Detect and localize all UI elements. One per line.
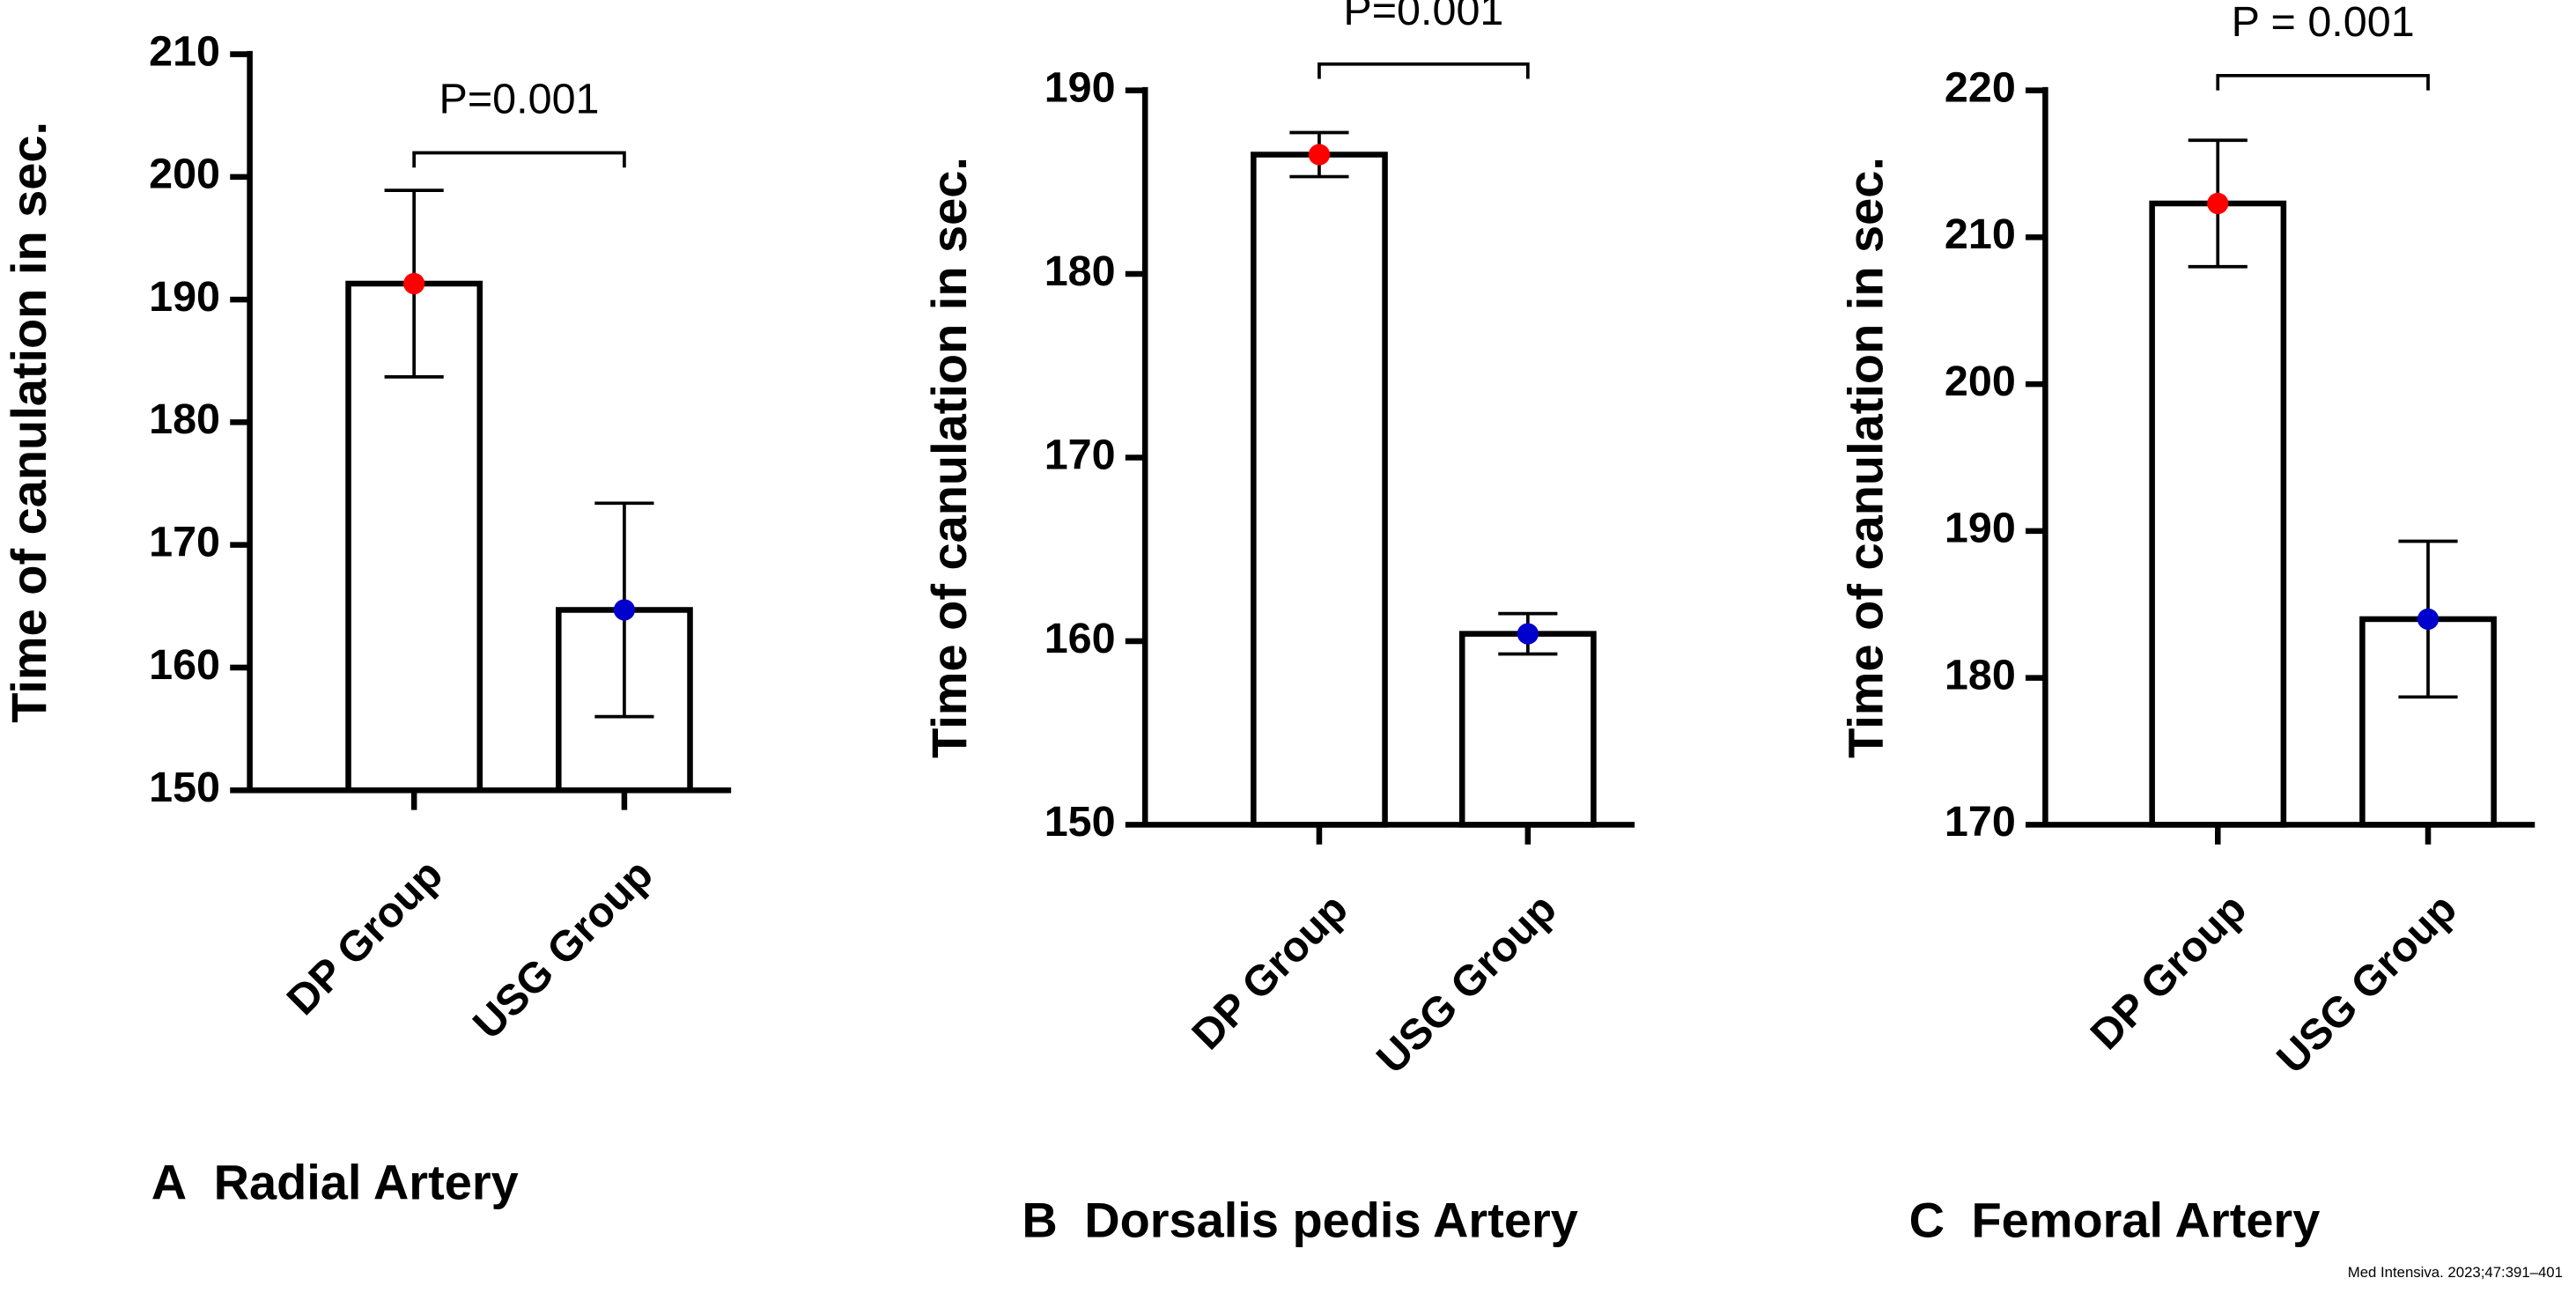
bar bbox=[1251, 151, 1388, 828]
mean-dot bbox=[1517, 623, 1539, 645]
mean-dot bbox=[403, 272, 425, 295]
y-tick-label: 190 bbox=[149, 273, 220, 321]
y-tick-label: 170 bbox=[149, 518, 220, 565]
y-tick-label: 170 bbox=[1044, 431, 1116, 478]
panel-title: Dorsalis pedis Artery bbox=[1084, 1192, 1578, 1247]
significance-bracket bbox=[1318, 62, 1530, 79]
mean-dot bbox=[613, 599, 636, 621]
y-tick-label: 200 bbox=[149, 151, 220, 198]
panel-label: A bbox=[151, 1155, 187, 1210]
y-tick-label: 160 bbox=[1044, 615, 1116, 662]
y-tick-label: 160 bbox=[149, 641, 220, 689]
y-tick-label: 190 bbox=[1945, 505, 2016, 552]
bar bbox=[1458, 631, 1597, 828]
y-axis-label: Time of canulation in sec. bbox=[1, 122, 56, 723]
p-value: P = 0.001 bbox=[2232, 0, 2415, 46]
y-tick-label: 220 bbox=[1945, 63, 2016, 111]
bar bbox=[2149, 200, 2287, 828]
p-value: P=0.001 bbox=[439, 75, 600, 122]
mean-dot bbox=[2207, 192, 2229, 215]
y-tick-label: 210 bbox=[1945, 211, 2016, 258]
y-axis-label: Time of canulation in sec. bbox=[921, 157, 977, 758]
y-tick-label: 150 bbox=[1044, 798, 1116, 846]
mean-dot bbox=[1308, 144, 1331, 166]
y-tick-label: 150 bbox=[149, 764, 220, 811]
panel-title: Femoral Artery bbox=[1971, 1192, 2320, 1247]
y-axis-label: Time of canulation in sec. bbox=[1838, 157, 1893, 758]
panel-label: B bbox=[1022, 1192, 1057, 1247]
significance-bracket bbox=[2216, 73, 2430, 91]
panel-label: C bbox=[1909, 1192, 1945, 1247]
y-tick-label: 180 bbox=[1044, 248, 1116, 295]
y-tick-label: 180 bbox=[1945, 651, 2016, 698]
y-tick-label: 190 bbox=[1044, 63, 1116, 111]
mean-dot bbox=[2417, 608, 2439, 631]
y-tick-label: 170 bbox=[1945, 798, 2016, 846]
y-tick-label: 210 bbox=[149, 27, 220, 75]
significance-bracket bbox=[412, 151, 626, 168]
source-note: Med Intensiva. 2023;47:391–401 bbox=[2348, 1264, 2563, 1281]
y-tick-label: 200 bbox=[1945, 358, 2016, 405]
y-tick-label: 180 bbox=[149, 395, 220, 443]
p-value: P=0.001 bbox=[1343, 0, 1503, 34]
panel-title: Radial Artery bbox=[214, 1155, 519, 1210]
